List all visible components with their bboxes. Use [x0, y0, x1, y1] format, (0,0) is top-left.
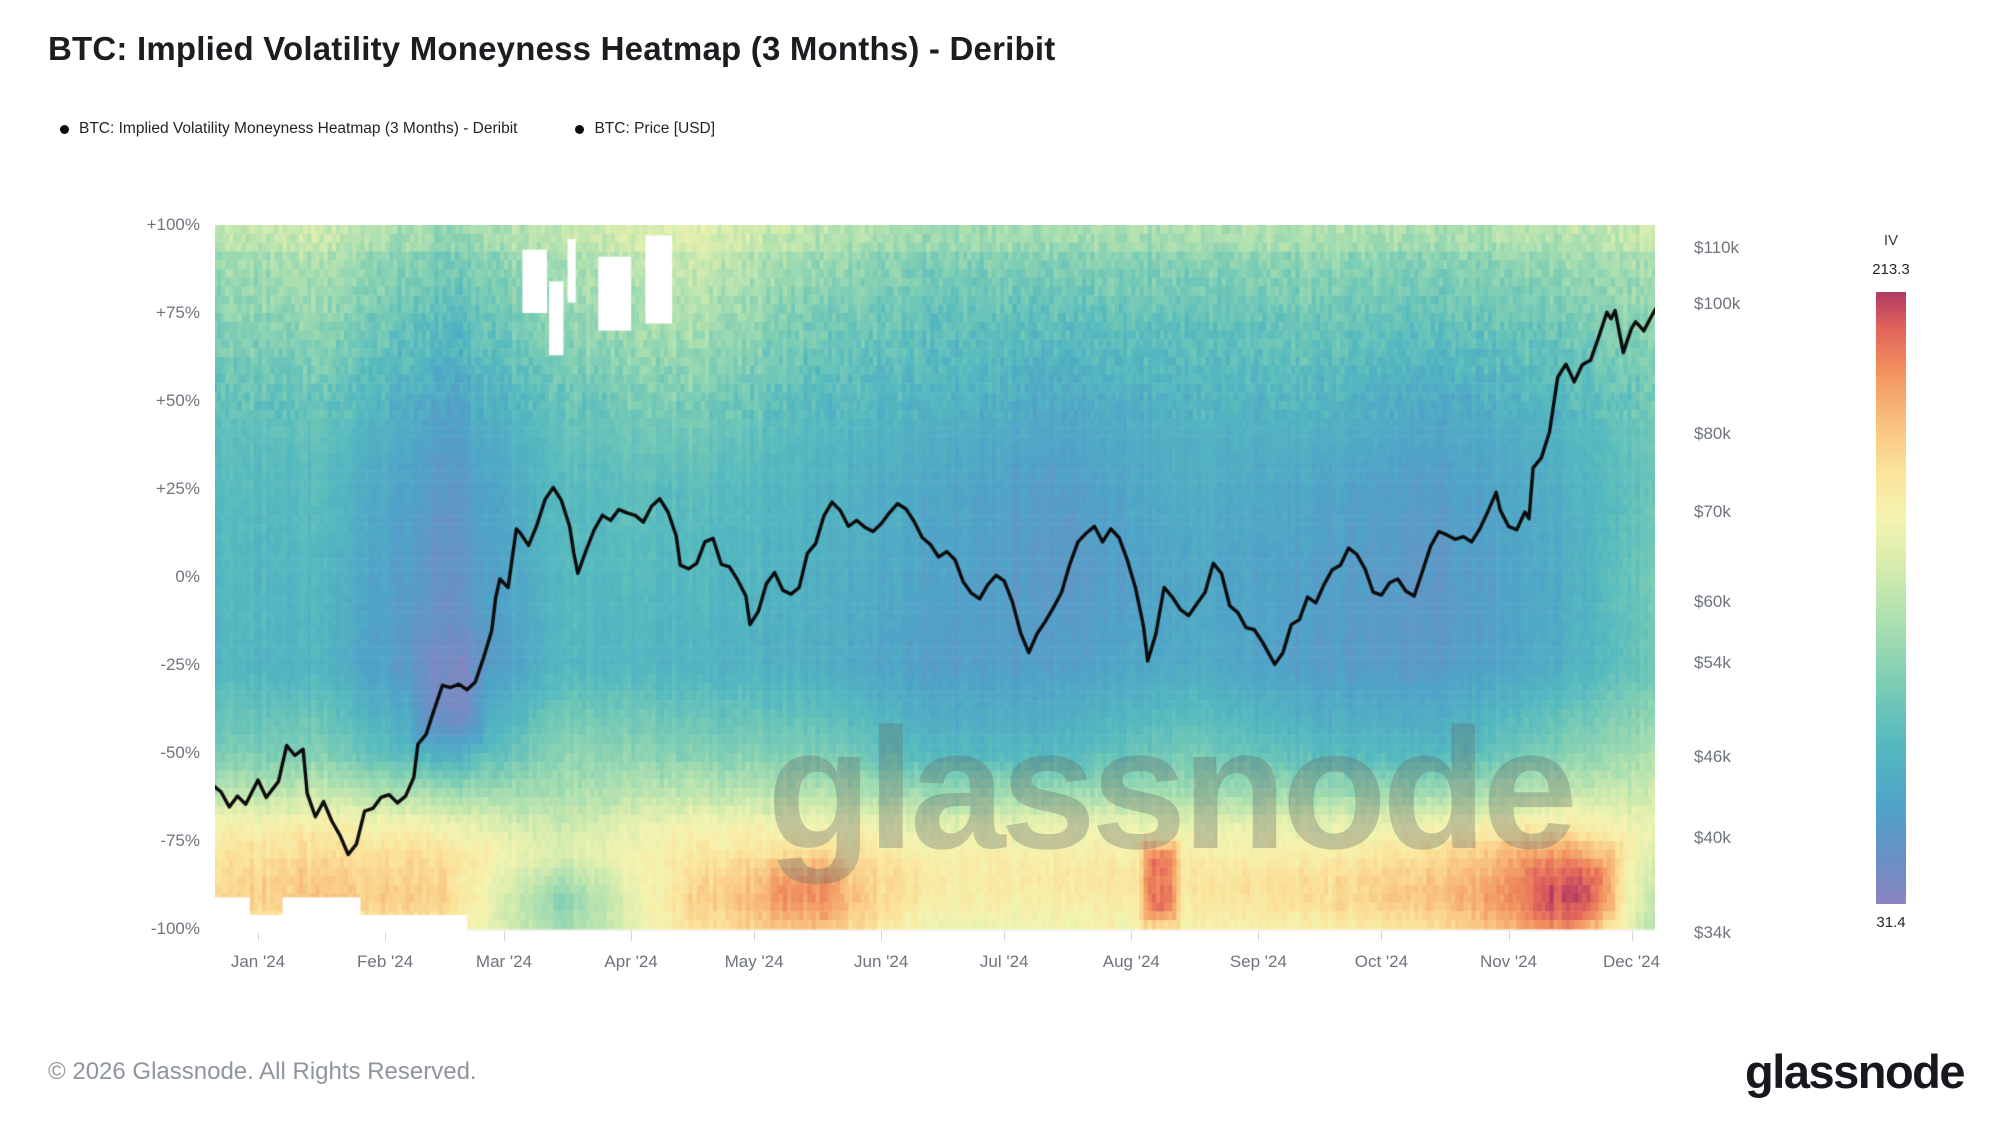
y-axis-left-tick-label: -25%	[160, 655, 200, 674]
x-axis-tick-label: Dec '24	[1602, 952, 1661, 971]
x-axis-tick	[1131, 930, 1133, 941]
colorbar-title: IV	[1883, 232, 1899, 249]
copyright-text: © 2026 Glassnode. All Rights Reserved.	[48, 1058, 477, 1085]
iv-heatmap-canvas[interactable]	[215, 225, 1655, 935]
legend-label: BTC: Price [USD]	[594, 120, 716, 137]
y-axis-right-tick-label: $46k	[1694, 746, 1731, 766]
colorbar-max-value: 213.3	[1872, 261, 1910, 278]
plot-area: glassnode	[215, 225, 1655, 935]
chart-title: BTC: Implied Volatility Moneyness Heatma…	[48, 30, 1056, 67]
x-axis-tick	[1004, 930, 1006, 941]
y-axis-left-tick-label: +75%	[156, 303, 200, 322]
colorbar-min-value: 31.4	[1876, 914, 1906, 931]
colorbar: IV 213.3 31.4	[1860, 232, 1922, 931]
x-axis-tick-label: Sep '24	[1229, 952, 1287, 971]
legend-label: BTC: Implied Volatility Moneyness Heatma…	[79, 120, 518, 137]
x-axis-tick-label: Aug '24	[1102, 952, 1160, 971]
x-axis-tick	[631, 930, 633, 941]
x-axis-tick-label: Jul '24	[979, 952, 1029, 971]
y-axis-right-tick-label: $40k	[1694, 828, 1731, 848]
x-axis-tick-label: Jan '24	[230, 952, 286, 971]
glassnode-logo: glassnode	[1745, 1045, 1965, 1098]
x-axis-tick-label: Apr '24	[604, 952, 658, 971]
y-axis-right-tick-label: $60k	[1694, 591, 1731, 611]
x-axis-tick	[1631, 930, 1633, 941]
y-axis-left-tick-label: +50%	[156, 391, 200, 410]
legend-dot-icon	[575, 124, 585, 134]
y-axis-right-tick-label: $100k	[1694, 294, 1741, 314]
legend: BTC: Implied Volatility Moneyness Heatma…	[60, 120, 715, 138]
x-axis-tick-label: Feb '24	[357, 952, 414, 971]
x-axis-tick	[881, 930, 883, 941]
y-axis-right-tick-label: $80k	[1694, 424, 1731, 444]
legend-dot-icon	[60, 124, 69, 134]
x-axis-tick-label: May '24	[724, 952, 784, 971]
y-axis-left-tick-label: +100%	[146, 215, 200, 234]
x-axis-tick	[258, 930, 259, 941]
y-axis-left-tick-label: -75%	[160, 831, 200, 850]
x-axis-tick-label: Mar '24	[475, 952, 533, 971]
y-axis-right-tick-label: $110k	[1694, 238, 1740, 258]
x-axis-tick	[1258, 930, 1260, 941]
y-axis-right-tick-label: $34k	[1694, 923, 1731, 942]
y-axis-right-tick-label: $70k	[1694, 501, 1731, 521]
y-axis-right-tick-label: $54k	[1694, 653, 1731, 673]
x-axis-tick	[504, 930, 505, 941]
x-axis-tick	[385, 930, 387, 941]
x-axis-tick-label: Oct '24	[1354, 952, 1409, 971]
legend-item-iv-heatmap[interactable]: BTC: Implied Volatility Moneyness Heatma…	[60, 120, 517, 138]
y-axis-left-tick-label: -50%	[160, 743, 200, 762]
y-axis-left-tick-label: -100%	[150, 919, 200, 938]
legend-item-btc-price[interactable]: BTC: Price [USD]	[575, 120, 715, 138]
y-axis-left-tick-label: 0%	[175, 567, 200, 586]
x-axis-tick-label: Nov '24	[1479, 952, 1538, 971]
x-axis-tick	[1381, 930, 1383, 941]
x-axis-tick-label: Jun '24	[854, 952, 909, 971]
x-axis-tick	[754, 930, 756, 941]
colorbar-gradient	[1876, 292, 1906, 904]
y-axis-left-tick-label: +25%	[156, 479, 200, 498]
x-axis-tick	[1508, 930, 1510, 941]
